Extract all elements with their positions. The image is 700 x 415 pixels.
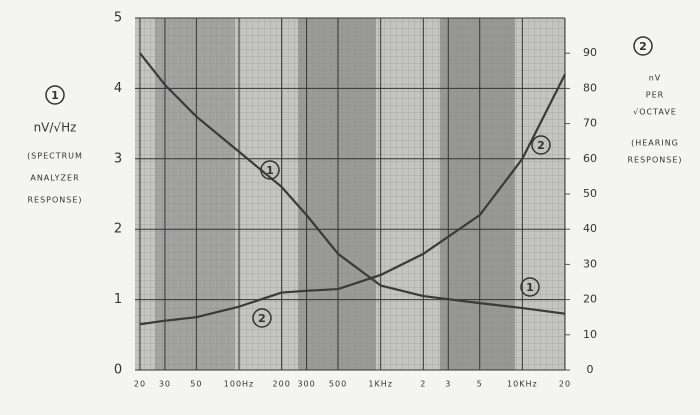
y2-tick-label: 50	[583, 187, 597, 200]
x-tick-label: 200	[273, 380, 291, 389]
y-tick-label: 4	[114, 81, 122, 96]
y2-tick-label: 80	[583, 81, 597, 94]
series-label: 1	[266, 164, 274, 177]
x-tick-label: 100Hz	[224, 380, 254, 389]
y-tick-label: 3	[114, 151, 122, 166]
series-line	[139, 52, 566, 315]
series-label: 2	[537, 139, 545, 152]
plot: 20 30 50 100Hz 200 300 500 1KHz 2 3 5 10KHz 20012345…	[27, 11, 682, 389]
x-tick-label: 30	[159, 380, 171, 389]
y-axis-label: nV/√Hz	[34, 121, 77, 135]
series-line	[139, 73, 566, 326]
y2-tick-label: 10	[583, 328, 597, 341]
y2-axis-label: (HEARING	[631, 139, 679, 148]
paper-grid	[135, 18, 565, 370]
y2-axis-label: √OCTAVE	[633, 108, 677, 117]
x-tick-label: 50	[190, 380, 202, 389]
x-tick-label: 10KHz	[507, 380, 538, 389]
y-axis-label: RESPONSE)	[27, 196, 82, 205]
series-badge	[520, 277, 540, 297]
x-tick-label: 2	[420, 380, 426, 389]
series-label: 2	[639, 40, 647, 53]
y-tick-label: 1	[114, 292, 122, 307]
series-label: 1	[526, 281, 534, 294]
y2-tick-label: 90	[583, 46, 597, 59]
series-badge	[45, 85, 65, 105]
y2-axis-label: RESPONSE)	[627, 156, 682, 165]
y-tick-label: 0	[114, 363, 122, 378]
y2-tick-label: 0	[587, 363, 594, 376]
x-tick-label: 300	[297, 380, 315, 389]
y2-tick-label: 40	[583, 222, 597, 235]
x-tick-label: 1KHz	[368, 380, 393, 389]
series-label: 1	[51, 89, 59, 102]
y2-axis-label: nV	[649, 74, 662, 83]
y-axis-label: ANALYZER	[30, 174, 79, 183]
series-badge	[633, 36, 653, 56]
x-tick-label: 20	[134, 380, 146, 389]
y2-tick-label: 30	[583, 257, 597, 270]
series-badge	[252, 308, 272, 328]
series-label: 2	[258, 312, 266, 325]
y2-tick-label: 60	[583, 152, 597, 165]
y2-tick-label: 70	[583, 117, 597, 130]
x-tick-label: 20	[559, 380, 571, 389]
y-tick-label: 5	[114, 11, 122, 26]
y-tick-label: 2	[114, 222, 122, 237]
series-badge	[531, 135, 551, 155]
x-tick-label: 500	[329, 380, 347, 389]
y2-tick-label: 20	[583, 293, 597, 306]
x-tick-label: 5	[477, 380, 483, 389]
y2-axis-label: PER	[646, 91, 664, 100]
x-tick-label: 3	[445, 380, 451, 389]
y-axis-label: (SPECTRUM	[27, 152, 83, 161]
series-badge	[260, 160, 280, 180]
